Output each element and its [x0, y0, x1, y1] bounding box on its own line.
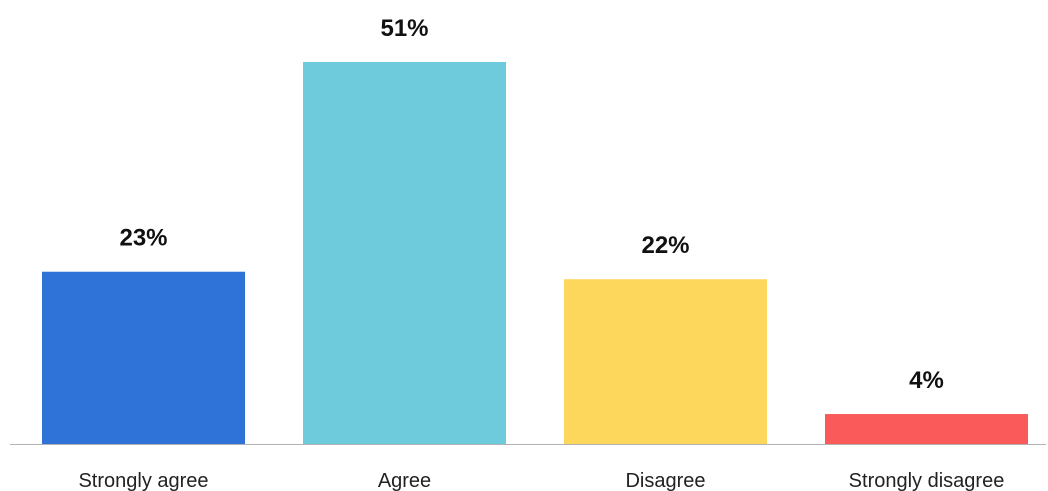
category-label-strongly-agree: Strongly agree [78, 470, 208, 491]
value-label-strongly-disagree: 4% [909, 367, 944, 394]
category-label-strongly-disagree: Strongly disagree [849, 470, 1005, 491]
category-labels-layer: Strongly agree Agree Disagree Strongly disa… [78, 470, 1004, 491]
category-label-disagree: Disagree [625, 470, 705, 491]
value-label-disagree: 22% [641, 232, 689, 259]
value-label-strongly-agree: 23% [119, 225, 167, 252]
category-label-agree: Agree [378, 470, 431, 491]
bars-layer [42, 62, 1028, 444]
bar-agree [303, 62, 506, 444]
bar-disagree [564, 279, 767, 444]
bar-strongly-disagree [825, 414, 1028, 444]
value-labels-layer: 23% 51% 22% 4% [119, 15, 943, 394]
bar-strongly-agree [42, 271, 245, 444]
value-label-agree: 51% [380, 15, 428, 42]
